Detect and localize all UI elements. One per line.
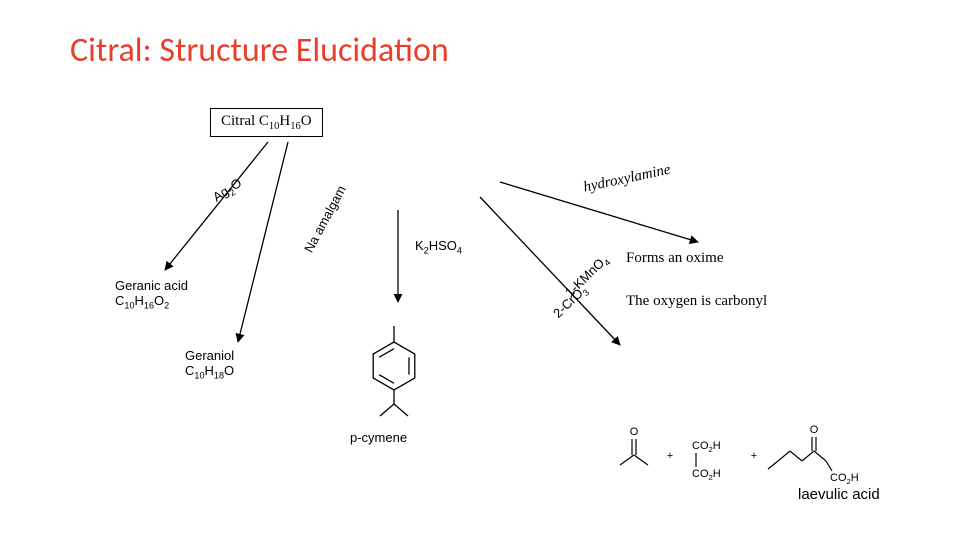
node-oxygen-carbonyl: The oxygen is carbonyl [626, 293, 767, 310]
svg-text:CO2H: CO2H [692, 440, 721, 454]
node-citral-box: Citral C10H16O [210, 108, 323, 137]
node-geranic-acid: Geranic acidC10H16O2 [115, 278, 188, 311]
svg-text:+: + [667, 450, 673, 462]
edge-label-hydroxylamine: hydroxylamine [582, 162, 672, 197]
label-laevulic-acid: laevulic acid [798, 486, 880, 503]
edge-label-ag2o: Ag2O [210, 175, 246, 207]
svg-text:O: O [630, 426, 639, 438]
edge-label-na-amalgam: Na amalgam [301, 183, 349, 255]
edge-label-k2hso4: K2HSO4 [415, 238, 462, 256]
label-pcymene: p-cymene [350, 430, 407, 445]
svg-text:CO2H: CO2H [830, 472, 859, 486]
node-geraniol: GeraniolC10H18O [185, 348, 234, 381]
svg-text:O: O [810, 424, 819, 436]
svg-text:CO2H: CO2H [692, 468, 721, 482]
diagram-svg: O + CO2H CO2H + O CO2H [0, 0, 960, 540]
slide-root: Citral: Structure Elucidation Citral C10… [0, 0, 960, 540]
svg-text:+: + [751, 450, 757, 462]
node-forms-oxime: Forms an oxime [626, 250, 724, 267]
slide-title: Citral: Structure Elucidation [70, 30, 449, 71]
